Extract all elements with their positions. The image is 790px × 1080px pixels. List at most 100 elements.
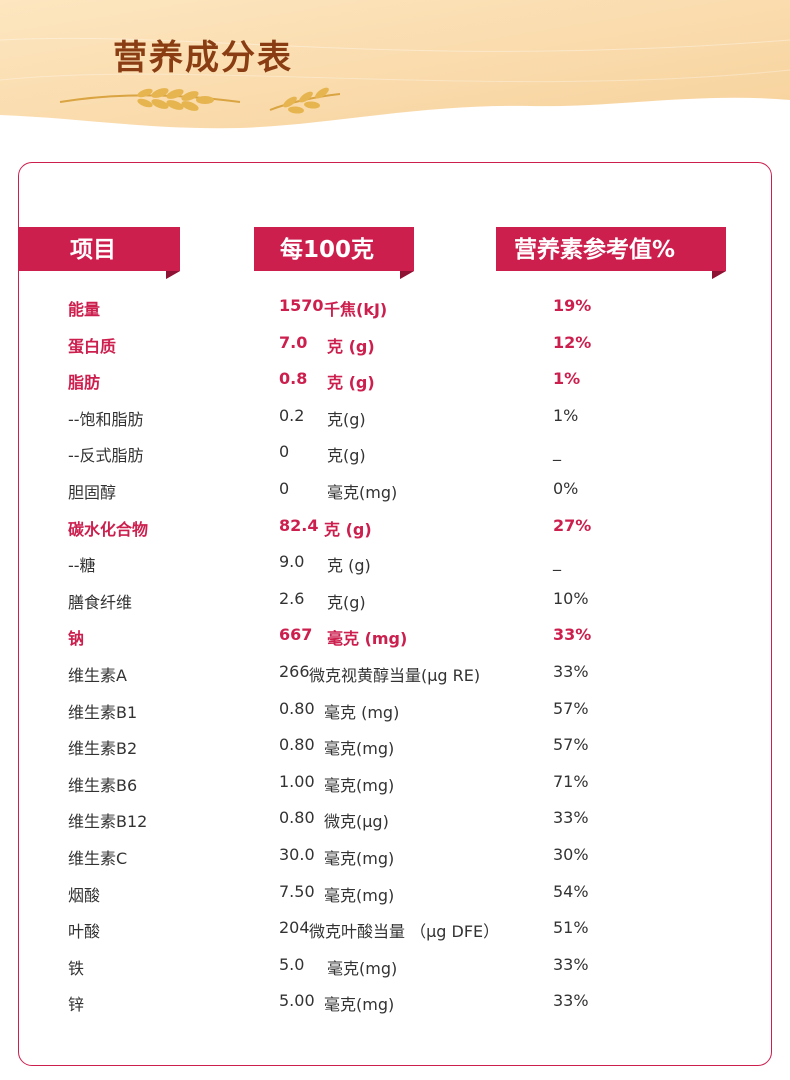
- nutrient-name: 维生素B2: [68, 739, 138, 759]
- table-row: 胆固醇 0 毫克(mg) 0%: [0, 479, 790, 503]
- nutrient-amount: 667: [279, 625, 313, 645]
- nutrient-name: 维生素C: [68, 849, 128, 868]
- header-item: 项目: [18, 227, 180, 279]
- nutrient-nrv: 1%: [553, 369, 581, 389]
- header-per100g-label: 每100克: [280, 237, 375, 263]
- nutrient-name: 蛋白质: [68, 336, 117, 356]
- table-row: --饱和脂肪 0.2 克(g) 1%: [0, 406, 790, 430]
- nutrient-amount: 0: [279, 479, 290, 498]
- nutrient-unit: 克 (g): [324, 519, 372, 539]
- table-row: 维生素C 30.0 毫克(mg) 30%: [0, 845, 790, 869]
- nutrient-nrv: _: [553, 442, 561, 462]
- table-row: 叶酸 204 微克叶酸当量 （μg DFE） 51%: [0, 918, 790, 942]
- nutrient-amount: 9.0: [279, 552, 305, 572]
- nutrient-nrv: 0%: [553, 479, 579, 498]
- nutrient-name: 维生素A: [68, 666, 127, 685]
- table-row: 维生素B12 0.80 微克(μg) 33%: [0, 808, 790, 832]
- nutrient-nrv: 10%: [553, 588, 589, 608]
- nutrient-unit: 克(g): [327, 592, 366, 612]
- nutrient-nrv: 33%: [553, 808, 589, 828]
- nutrient-unit: 毫克(mg): [324, 775, 395, 795]
- nutrient-unit: 克 (g): [327, 556, 371, 576]
- table-row: 锌 5.00 毫克(mg) 33%: [0, 991, 790, 1015]
- nutrient-amount: 5.00: [279, 991, 315, 1011]
- nutrient-amount: 7.50: [279, 881, 315, 901]
- nutrient-amount: 5.0: [279, 954, 305, 974]
- nutrient-name: 铁: [68, 958, 85, 978]
- nutrition-card: [18, 162, 772, 1066]
- table-row: --糖 9.0 克 (g) _: [0, 552, 790, 576]
- nutrient-unit: 克 (g): [327, 336, 375, 356]
- nutrient-unit: 克(g): [327, 409, 366, 429]
- ribbon-shape: [254, 227, 414, 279]
- nutrient-nrv: 30%: [553, 845, 589, 864]
- nutrient-name: 烟酸: [68, 885, 101, 905]
- nutrient-nrv: 71%: [553, 771, 589, 791]
- nutrient-nrv: 33%: [553, 662, 589, 681]
- nutrient-nrv: 57%: [553, 698, 589, 718]
- nutrient-unit: 毫克(mg): [327, 958, 398, 978]
- nutrient-unit: 毫克(mg): [324, 849, 395, 868]
- nutrient-amount: 82.4: [279, 515, 319, 535]
- nutrient-nrv: 1%: [553, 405, 579, 425]
- nutrient-amount: 2.6: [279, 588, 305, 608]
- nutrient-amount: 0: [279, 442, 290, 462]
- nutrient-name: 维生素B6: [68, 775, 138, 795]
- table-row: 钠 667 毫克 (mg) 33%: [0, 625, 790, 649]
- table-row: 膳食纤维 2.6 克(g) 10%: [0, 589, 790, 613]
- table-row: 碳水化合物 82.4 克 (g) 27%: [0, 516, 790, 540]
- header-banner: 营养成分表: [0, 0, 790, 140]
- nutrient-amount: 0.80: [279, 698, 315, 718]
- nutrient-name: 钠: [68, 629, 85, 649]
- nutrient-nrv: 19%: [553, 296, 592, 315]
- nutrient-nrv: 51%: [553, 918, 589, 938]
- table-row: 维生素A 266 微克视黄醇当量(μg RE) 33%: [0, 662, 790, 686]
- nutrient-nrv: 27%: [553, 515, 592, 535]
- nutrient-nrv: 33%: [553, 625, 592, 645]
- nutrient-amount: 7.0: [279, 332, 308, 352]
- header-nrv-label: 营养素参考值%: [514, 237, 676, 263]
- nutrient-amount: 0.8: [279, 369, 308, 389]
- nutrient-name: 胆固醇: [68, 483, 117, 502]
- table-row: 维生素B2 0.80 毫克(mg) 57%: [0, 735, 790, 759]
- table-row: 能量 1570 千焦(kJ) 19%: [0, 296, 790, 320]
- wheat-icon: [59, 87, 340, 114]
- nutrient-nrv: 57%: [553, 735, 589, 755]
- nutrient-unit: 克(g): [327, 446, 366, 466]
- nutrient-name: 能量: [68, 300, 101, 319]
- nutrient-unit: 千焦(kJ): [324, 300, 388, 319]
- nutrient-nrv: _: [553, 552, 561, 572]
- nutrient-name: 维生素B12: [68, 812, 148, 832]
- ribbon-shape: [18, 227, 180, 279]
- nutrient-unit: 克 (g): [327, 373, 375, 393]
- nutrient-name: 膳食纤维: [68, 592, 133, 612]
- table-row: --反式脂肪 0 克(g) _: [0, 442, 790, 466]
- nutrient-amount: 0.80: [279, 808, 315, 828]
- nutrient-name: --糖: [68, 556, 96, 576]
- nutrient-nrv: 12%: [553, 332, 592, 352]
- table-row: 维生素B6 1.00 毫克(mg) 71%: [0, 772, 790, 796]
- nutrient-amount: 1.00: [279, 771, 315, 791]
- table-row: 铁 5.0 毫克(mg) 33%: [0, 955, 790, 979]
- nutrient-name: 脂肪: [68, 373, 101, 393]
- nutrient-unit: 毫克(mg): [324, 885, 395, 905]
- nutrient-unit: 毫克 (mg): [327, 629, 408, 649]
- nutrient-name: 叶酸: [68, 922, 101, 942]
- nutrient-nrv: 33%: [553, 954, 589, 974]
- nutrient-amount: 266: [279, 662, 310, 681]
- header-nrv: 营养素参考值%: [496, 227, 726, 279]
- nutrient-amount: 0.80: [279, 735, 315, 755]
- nutrient-amount: 1570: [279, 296, 324, 315]
- nutrient-name: 维生素B1: [68, 702, 138, 722]
- nutrient-unit: 微克(μg): [324, 812, 389, 832]
- nutrient-amount: 30.0: [279, 845, 315, 864]
- nutrient-amount: 204: [279, 918, 310, 938]
- page-title: 营养成分表: [113, 38, 293, 78]
- nutrient-nrv: 33%: [553, 991, 589, 1011]
- nutrient-name: 锌: [68, 995, 85, 1015]
- table-row: 蛋白质 7.0 克 (g) 12%: [0, 333, 790, 357]
- table-row: 脂肪 0.8 克 (g) 1%: [0, 369, 790, 393]
- nutrient-unit: 毫克(mg): [327, 483, 398, 502]
- header-per100g: 每100克: [254, 227, 414, 279]
- ribbon-shape: [496, 227, 726, 279]
